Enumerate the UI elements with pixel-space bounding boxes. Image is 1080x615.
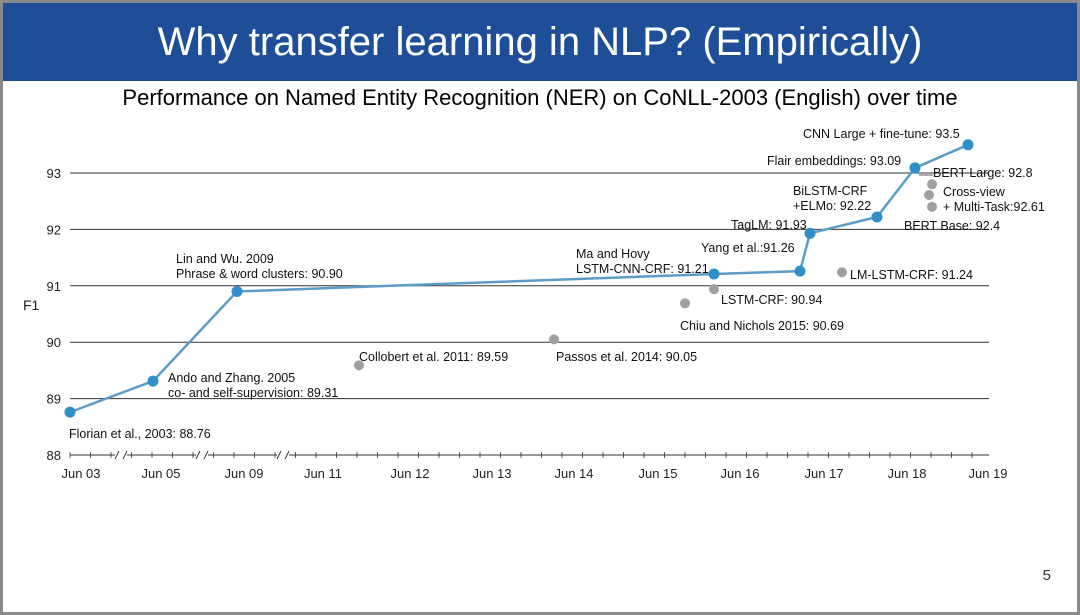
secondary-point (354, 360, 364, 371)
data-label: Florian et al., 2003: 88.76 (69, 427, 211, 441)
secondary-point (837, 267, 847, 278)
secondary-point (709, 284, 719, 295)
secondary-point (927, 201, 937, 212)
y-axis-label: F1 (23, 297, 40, 313)
x-tick-label: Jun 05 (141, 466, 180, 481)
y-tick-label: 88 (47, 448, 61, 463)
axis-break-mark (122, 450, 128, 460)
series-point (147, 375, 159, 387)
data-label: CNN Large + fine-tune: 93.5 (803, 127, 960, 141)
series-point (64, 406, 76, 418)
series-point (909, 162, 921, 174)
axis-break-gap (196, 450, 208, 460)
data-label: BiLSTM-CRF +ELMo: 92.22 (793, 184, 871, 213)
x-tick-label: Jun 15 (638, 466, 677, 481)
axis-break-gap (115, 450, 127, 460)
ner-f1-chart: 88 89 90 91 92 93 F1 Jun 03 Jun 05 Jun 09 Jun 11 Ju… (23, 127, 1045, 481)
data-label: Yang et al.:91.26 (701, 241, 795, 255)
data-label: TagLM: 91.93 (731, 218, 807, 232)
secondary-point (680, 298, 690, 309)
x-tick-label: Jun 11 (304, 466, 342, 481)
axis-break-mark (276, 450, 282, 460)
axis-break-mark (203, 450, 209, 460)
y-tick-label: 93 (47, 166, 61, 181)
data-label: BERT Base: 92.4 (904, 219, 1000, 233)
y-tick-label: 92 (47, 222, 61, 237)
x-tick-label: Jun 03 (61, 466, 100, 481)
data-label: LM-LSTM-CRF: 91.24 (850, 268, 973, 282)
data-label: Cross-view + Multi-Task:92.61 (943, 185, 1045, 214)
series-point (962, 139, 974, 151)
slide-title: Why transfer learning in NLP? (Empirical… (3, 3, 1077, 81)
data-label: Flair embeddings: 93.09 (767, 154, 901, 168)
chart-title: Performance on Named Entity Recognition … (122, 85, 958, 110)
x-tick-label: Jun 13 (472, 466, 511, 481)
x-tick-label: Jun 16 (720, 466, 759, 481)
series-point (804, 227, 816, 239)
series-point (708, 268, 720, 280)
secondary-point (549, 334, 559, 345)
axis-break-gap (277, 450, 289, 460)
y-tick-label: 91 (47, 279, 61, 294)
data-label: Chiu and Nichols 2015: 90.69 (680, 319, 844, 333)
secondary-point (924, 189, 934, 200)
y-tick-label: 90 (47, 335, 61, 350)
data-label: Ma and Hovy LSTM-CNN-CRF: 91.21 (576, 247, 709, 276)
x-tick-label: Jun 19 (968, 466, 1007, 481)
x-tick-label: Jun 14 (554, 466, 593, 481)
x-tick-label: Jun 18 (887, 466, 926, 481)
data-label: Lin and Wu. 2009 Phrase & word clusters: … (176, 252, 343, 281)
x-tick-label: Jun 12 (390, 466, 429, 481)
data-label: Collobert et al. 2011: 89.59 (359, 350, 508, 364)
slide: Why transfer learning in NLP? (Empirical… (3, 3, 1077, 612)
data-label: LSTM-CRF: 90.94 (721, 293, 822, 307)
series-point (871, 211, 883, 223)
data-label: BERT Large: 92.8 (933, 166, 1033, 180)
page-number: 5 (1042, 567, 1051, 584)
axis-break-mark (195, 450, 201, 460)
x-tick-label: Jun 17 (804, 466, 843, 481)
axis-break-mark (284, 450, 290, 460)
secondary-point (927, 179, 937, 190)
series-point (231, 285, 243, 297)
data-label: Ando and Zhang. 2005 co- and self-supervi… (168, 371, 338, 400)
series-point (794, 265, 806, 277)
axis-break-mark (114, 450, 120, 460)
y-tick-label: 89 (47, 392, 61, 407)
data-label: Passos et al. 2014: 90.05 (556, 350, 697, 364)
x-tick-label: Jun 09 (224, 466, 263, 481)
